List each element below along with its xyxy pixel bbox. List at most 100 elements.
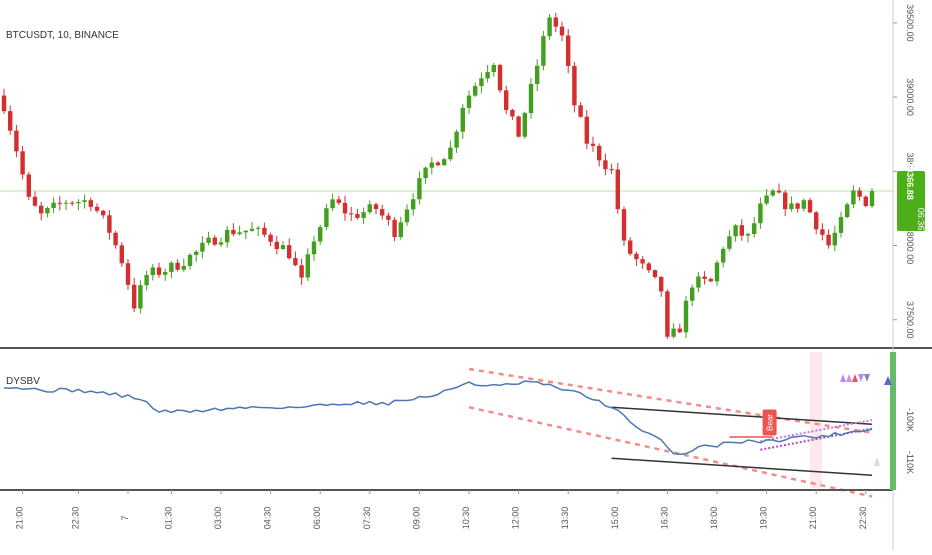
- candle[interactable]: [547, 13, 552, 41]
- candle[interactable]: [101, 209, 106, 219]
- candle[interactable]: [132, 278, 137, 313]
- candle[interactable]: [169, 261, 174, 279]
- candle[interactable]: [144, 270, 149, 291]
- candle[interactable]: [187, 253, 193, 270]
- candle[interactable]: [783, 190, 788, 217]
- candle[interactable]: [51, 197, 56, 214]
- candle[interactable]: [671, 323, 676, 339]
- candle[interactable]: [398, 216, 403, 240]
- candle[interactable]: [88, 197, 93, 212]
- candle[interactable]: [392, 217, 397, 242]
- candle[interactable]: [863, 195, 868, 208]
- candle[interactable]: [646, 261, 651, 273]
- candle[interactable]: [113, 230, 118, 249]
- candle[interactable]: [795, 202, 800, 213]
- candle[interactable]: [714, 260, 720, 286]
- candle[interactable]: [479, 72, 484, 94]
- candle[interactable]: [448, 140, 453, 162]
- candle[interactable]: [156, 262, 162, 278]
- candle[interactable]: [150, 264, 155, 281]
- candle[interactable]: [70, 200, 75, 206]
- candle[interactable]: [274, 235, 279, 255]
- candle[interactable]: [311, 235, 317, 261]
- candle[interactable]: [94, 203, 100, 213]
- candle[interactable]: [225, 225, 230, 248]
- candle[interactable]: [640, 256, 645, 269]
- candle[interactable]: [814, 210, 819, 235]
- candle[interactable]: [528, 78, 534, 119]
- candle[interactable]: [590, 136, 596, 152]
- candle[interactable]: [770, 188, 775, 198]
- indicator-line[interactable]: [3, 380, 873, 455]
- candle[interactable]: [237, 225, 242, 236]
- candle[interactable]: [491, 62, 496, 77]
- candle[interactable]: [212, 235, 217, 246]
- candle[interactable]: [454, 129, 459, 153]
- candle[interactable]: [497, 63, 503, 93]
- candle[interactable]: [845, 202, 850, 219]
- candle[interactable]: [572, 61, 577, 113]
- candle[interactable]: [522, 111, 527, 139]
- candle[interactable]: [287, 238, 292, 260]
- indicator-pane[interactable]: Bear: [3, 352, 880, 498]
- candle[interactable]: [516, 115, 521, 138]
- candle[interactable]: [280, 241, 286, 250]
- candle[interactable]: [838, 211, 844, 238]
- candle[interactable]: [677, 323, 682, 334]
- candle[interactable]: [318, 224, 323, 245]
- candle[interactable]: [367, 200, 372, 215]
- candle[interactable]: [869, 188, 875, 209]
- candle[interactable]: [1, 88, 7, 114]
- candle[interactable]: [138, 280, 143, 314]
- candle[interactable]: [473, 82, 478, 97]
- candle[interactable]: [708, 277, 713, 283]
- candle[interactable]: [386, 212, 391, 226]
- candle[interactable]: [163, 268, 168, 281]
- candle[interactable]: [721, 246, 726, 268]
- candle[interactable]: [541, 30, 546, 71]
- candle[interactable]: [299, 258, 304, 285]
- candle[interactable]: [119, 242, 124, 267]
- candle[interactable]: [429, 156, 434, 175]
- candle[interactable]: [125, 258, 131, 290]
- candle[interactable]: [293, 251, 298, 267]
- candle[interactable]: [355, 209, 360, 220]
- candle[interactable]: [194, 250, 199, 262]
- candle[interactable]: [504, 85, 509, 114]
- candle[interactable]: [683, 296, 689, 339]
- candle[interactable]: [733, 224, 738, 242]
- candle[interactable]: [466, 90, 472, 114]
- candle[interactable]: [442, 157, 447, 166]
- candle[interactable]: [305, 248, 310, 282]
- candle[interactable]: [628, 237, 633, 256]
- candle[interactable]: [603, 153, 608, 176]
- candle[interactable]: [727, 230, 732, 252]
- candle[interactable]: [107, 210, 112, 240]
- candle[interactable]: [615, 162, 620, 214]
- candle[interactable]: [57, 195, 62, 211]
- signal-box[interactable]: [762, 409, 777, 436]
- candle[interactable]: [342, 195, 348, 221]
- candle[interactable]: [26, 172, 31, 200]
- candle[interactable]: [45, 206, 50, 218]
- candle[interactable]: [423, 166, 428, 184]
- candle[interactable]: [566, 29, 571, 74]
- candle[interactable]: [349, 206, 354, 221]
- candle[interactable]: [460, 104, 465, 140]
- candle[interactable]: [578, 102, 583, 118]
- candle[interactable]: [39, 201, 44, 221]
- candle[interactable]: [243, 230, 248, 240]
- candle[interactable]: [249, 221, 255, 232]
- candle[interactable]: [175, 259, 180, 272]
- candle[interactable]: [634, 251, 639, 266]
- candle[interactable]: [776, 183, 782, 194]
- candle[interactable]: [702, 271, 707, 285]
- candle[interactable]: [758, 197, 763, 229]
- candle[interactable]: [181, 258, 186, 272]
- candle[interactable]: [851, 185, 856, 208]
- candle[interactable]: [621, 206, 627, 246]
- candle[interactable]: [20, 145, 25, 180]
- candle[interactable]: [330, 193, 335, 212]
- candle[interactable]: [256, 225, 261, 237]
